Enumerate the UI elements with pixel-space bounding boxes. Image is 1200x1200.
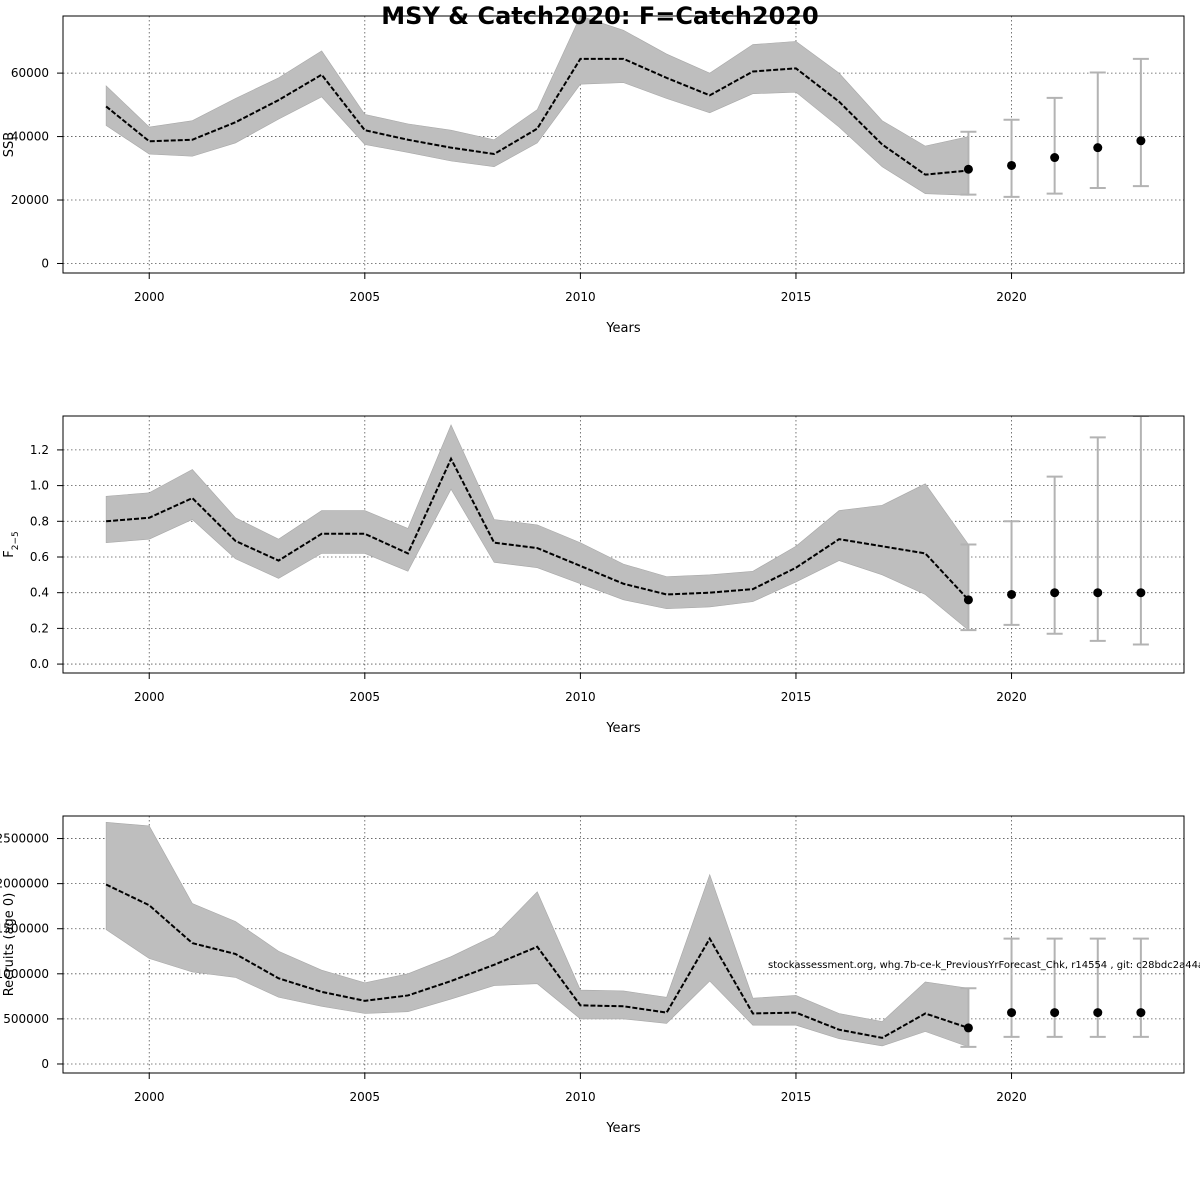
y-tick-label: 0 <box>41 1057 49 1071</box>
forecast-point <box>1136 1008 1146 1018</box>
forecast-point <box>1136 588 1146 598</box>
plot-frame <box>62 815 1185 1074</box>
x-tick-label: 2005 <box>350 290 381 304</box>
x-tick-label: 2020 <box>996 690 1027 704</box>
y-tick-label: 0.8 <box>30 514 49 528</box>
y-tick-label: 1500000 <box>0 922 49 936</box>
y-tick-label: 0.6 <box>30 550 49 564</box>
y-tick-label: 0 <box>41 256 49 270</box>
y-tick-label: 1.0 <box>30 479 49 493</box>
confidence-band <box>105 424 969 631</box>
y-tick-label: 0.2 <box>30 621 49 635</box>
chart-panel-1: 2000 2005 2010 2015 2020 0 20000 40000 60000 Year… <box>2 15 1185 336</box>
x-tick-label: 2015 <box>781 290 812 304</box>
x-axis-label: Years <box>605 321 641 336</box>
chart-panel-2: 2000 2005 2010 2015 2020 0.0 0.2 0.4 0.6 0.8 1.0 1.… <box>2 415 1185 736</box>
chart-panel-3: 2000 2005 2010 2015 2020 0 500000 1000000 150000… <box>0 815 1185 1136</box>
x-tick-label: 2005 <box>350 690 381 704</box>
x-tick-label: 2000 <box>134 690 165 704</box>
y-tick-label: 1.2 <box>30 443 49 457</box>
x-axis-label: Years <box>605 721 641 736</box>
plot-area <box>63 816 1184 1073</box>
x-axis-label: Years <box>605 1121 641 1136</box>
y-tick-label: 60000 <box>11 66 49 80</box>
forecast-point <box>963 595 973 605</box>
y-tick-label: 0.4 <box>30 586 49 600</box>
estimate-line <box>105 57 969 176</box>
forecast-point <box>963 164 973 174</box>
estimate-line <box>105 883 969 1039</box>
x-tick-label: 2000 <box>134 1090 165 1104</box>
plot-frame <box>62 15 1185 274</box>
forecast-point <box>1093 588 1103 598</box>
forecast-point <box>1007 160 1017 170</box>
forecast-point <box>1093 143 1103 153</box>
figure-title: MSY & Catch2020: F=Catch2020 <box>381 2 818 30</box>
x-tick-label: 2005 <box>350 1090 381 1104</box>
forecast-point <box>1050 153 1060 163</box>
x-tick-label: 2010 <box>565 290 596 304</box>
forecast-point <box>1007 1008 1017 1018</box>
x-tick-label: 2010 <box>565 690 596 704</box>
y-tick-label: 500000 <box>3 1012 49 1026</box>
plot-frame <box>62 415 1185 674</box>
plot-area <box>63 416 1184 673</box>
forecast-point <box>1007 589 1017 599</box>
confidence-band <box>105 16 969 196</box>
x-tick-label: 2015 <box>781 690 812 704</box>
forecast-point <box>1050 1008 1060 1018</box>
y-axis-label-subscript: 2−5 <box>11 531 21 550</box>
y-axis-label: SSB <box>2 132 17 157</box>
panels: 2000 2005 2010 2015 20200200004000060000Year… <box>0 15 1185 1136</box>
x-tick-label: 2020 <box>996 290 1027 304</box>
y-axis-label: Recruits (age 0) <box>2 893 17 997</box>
forecast-point <box>963 1023 973 1033</box>
y-tick-label: 20000 <box>11 193 49 207</box>
y-tick-label: 0.0 <box>30 657 49 671</box>
footnote: stockassessment.org, whg.7b-ce-k_Previou… <box>768 960 1200 971</box>
y-axis-label: F2−5 <box>2 531 21 557</box>
y-tick-label: 2500000 <box>0 832 49 846</box>
y-tick-label: 2000000 <box>0 877 49 891</box>
forecast-point <box>1136 136 1146 146</box>
y-tick-label: 1000000 <box>0 967 49 981</box>
x-tick-label: 2010 <box>565 1090 596 1104</box>
forecast-point <box>1050 588 1060 598</box>
x-tick-label: 2020 <box>996 1090 1027 1104</box>
x-tick-label: 2015 <box>781 1090 812 1104</box>
x-tick-label: 2000 <box>134 290 165 304</box>
y-tick-label: 40000 <box>11 130 49 144</box>
forecast-point <box>1093 1008 1103 1018</box>
confidence-band <box>105 821 969 1048</box>
plot-area <box>63 16 1184 273</box>
estimate-line <box>106 456 970 601</box>
